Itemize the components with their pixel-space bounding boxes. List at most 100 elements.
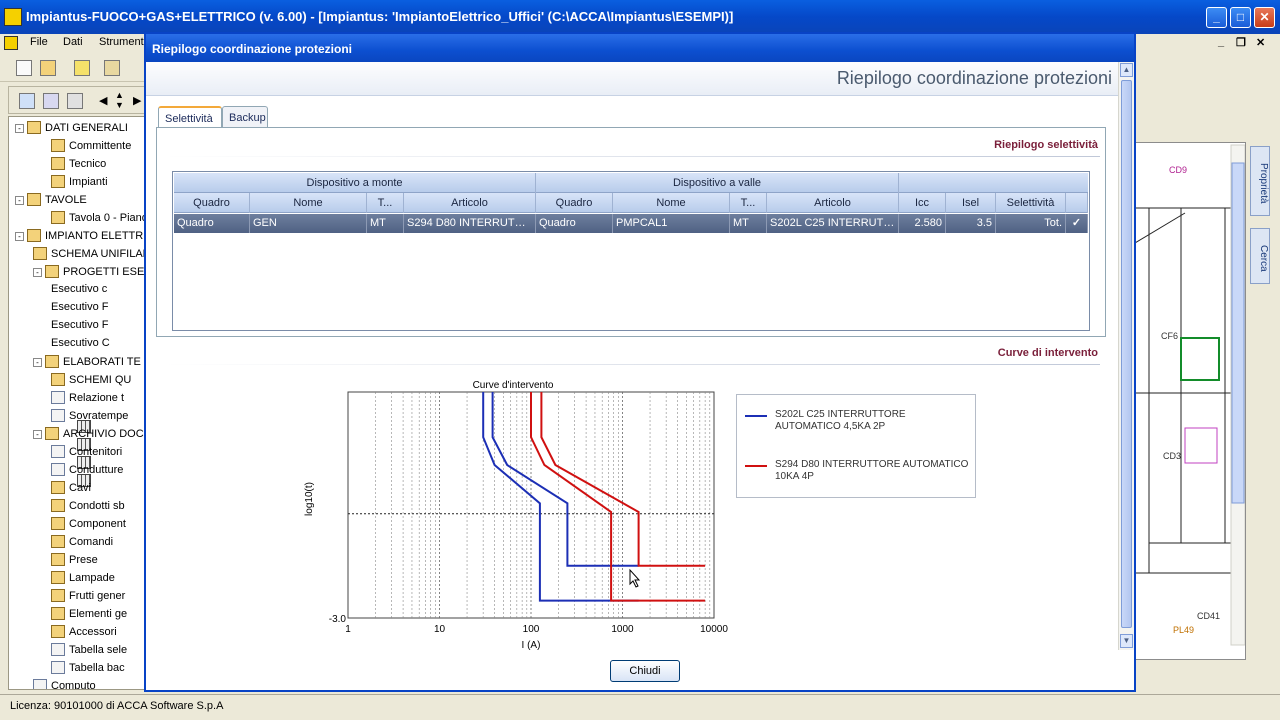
dialog-titlebar[interactable]: Riepilogo coordinazione protezioni	[146, 34, 1134, 62]
tab-selettivita[interactable]: Selettività	[158, 106, 222, 129]
trip-curve-svg: Curve d'intervento 1 10 100 1000 10000 -3.0 I (…	[304, 380, 728, 651]
tab-cerca[interactable]: Cerca	[1250, 228, 1270, 284]
mdi-restore-button[interactable]: ❐	[1236, 37, 1246, 49]
tree-item[interactable]: Tabella bac	[51, 661, 125, 679]
tree-item[interactable]: Frutti gener	[51, 589, 125, 607]
new-icon[interactable]	[16, 60, 32, 76]
tree-item[interactable]: - IMPIANTO ELETTRICO	[15, 229, 147, 247]
tree-item[interactable]: Esecutivo F	[51, 301, 108, 451]
column-header[interactable]	[1066, 193, 1088, 213]
tree-item[interactable]: Impianti	[51, 175, 108, 193]
maximize-button[interactable]: □	[1230, 7, 1251, 28]
up-down-arrow-icon[interactable]: ▲ ▼	[115, 90, 124, 110]
column-header[interactable]: Nome	[613, 193, 730, 213]
tree-item-label: Comandi	[69, 536, 114, 548]
mdi-close-button[interactable]: ✕	[1256, 37, 1266, 49]
tree-item[interactable]: Elementi ge	[51, 607, 127, 625]
tree-item[interactable]: Condutture	[51, 463, 123, 481]
component-icon	[51, 589, 65, 602]
column-header[interactable]: Articolo	[404, 193, 536, 213]
tree-item-label: DATI GENERALI	[45, 122, 128, 134]
tree-item[interactable]: SCHEMI QU	[51, 373, 131, 391]
close-button[interactable]: ✕	[1254, 7, 1275, 28]
menu-dati[interactable]: Dati	[63, 36, 83, 48]
tree-expander-icon[interactable]: -	[15, 232, 24, 241]
tree-expander-icon[interactable]: -	[33, 268, 42, 277]
tab-backup[interactable]: Backup	[222, 106, 268, 128]
close-dialog-button[interactable]: Chiudi	[610, 660, 680, 682]
x-axis-label: I (A)	[522, 640, 541, 651]
tree-item[interactable]: Relazione t	[51, 391, 124, 409]
tree-item[interactable]: SCHEMA UNIFILARE	[33, 247, 147, 265]
prev-arrow-icon[interactable]: ◀	[99, 95, 108, 107]
column-header[interactable]: T...	[730, 193, 767, 213]
column-header[interactable]: Articolo	[767, 193, 899, 213]
tree-item[interactable]: Esecutivo C	[51, 337, 110, 487]
tree-expander-icon[interactable]: -	[33, 358, 42, 367]
tab-proprieta[interactable]: Proprietà	[1250, 146, 1270, 216]
scroll-thumb[interactable]	[1121, 80, 1132, 628]
tree-item[interactable]: Prese	[51, 553, 98, 571]
tree-item[interactable]: Component	[51, 517, 126, 535]
tree-item[interactable]: Tecnico	[51, 157, 106, 175]
next-arrow-icon[interactable]: ▶	[133, 95, 142, 107]
tree-item-label: Impianti	[69, 176, 108, 188]
table-cell: GEN	[250, 214, 367, 233]
menu-strumenti[interactable]: Strumenti	[99, 36, 147, 48]
tree-item[interactable]: Esecutivo c	[51, 283, 107, 433]
tree-item[interactable]: Condotti sb	[51, 499, 125, 517]
list-icon[interactable]	[74, 60, 90, 76]
tree-item[interactable]: Cavi	[51, 481, 91, 499]
open-folder-icon[interactable]	[40, 60, 56, 76]
person-icon	[51, 175, 65, 188]
column-header[interactable]: T...	[367, 193, 404, 213]
expand-icon[interactable]	[19, 93, 35, 109]
clipboard-icon[interactable]	[67, 93, 83, 109]
tree-item[interactable]: Contenitori	[51, 445, 122, 463]
tree-expander-icon[interactable]: -	[15, 124, 24, 133]
column-header[interactable]: Nome	[250, 193, 367, 213]
tree-item[interactable]: Tabella sele	[51, 643, 127, 661]
menu-file[interactable]: File	[30, 36, 48, 48]
folder-icon	[45, 265, 59, 278]
status-bar: Licenza: 90101000 di ACCA Software S.p.A	[0, 694, 1280, 720]
tree-expander-icon[interactable]: -	[33, 430, 42, 439]
tree-item[interactable]: - PROGETTI ESECUTIVI	[33, 265, 147, 283]
tree-item[interactable]: Committente	[51, 139, 131, 157]
tree-item[interactable]: - ARCHIVIO DOC	[33, 427, 144, 445]
tree-item-label: Lampade	[69, 572, 115, 584]
column-header[interactable]: Selettività	[996, 193, 1066, 213]
drawing-canvas[interactable]: CD9 CF6 CD3 CD41 PL49	[1134, 142, 1246, 660]
column-header[interactable]: Isel	[946, 193, 996, 213]
column-header[interactable]: Quadro	[174, 193, 250, 213]
dialog-scrollbar[interactable]: ▲ ▼	[1118, 62, 1134, 650]
table-cell: S202L C25 INTERRUTTORE AUTOMATICO 4,5KA …	[767, 214, 899, 233]
tree-item-label: Tavola 0 - Piano	[69, 212, 148, 224]
tree-item[interactable]: Esecutivo F	[51, 319, 108, 469]
scroll-up-icon[interactable]: ▲	[1120, 63, 1133, 77]
minimize-button[interactable]: _	[1206, 7, 1227, 28]
component-icon	[51, 607, 65, 620]
column-header[interactable]: Icc	[899, 193, 946, 213]
mdi-minimize-button[interactable]: _	[1218, 36, 1225, 48]
selectivity-grid[interactable]: Dispositivo a monte Dispositivo a valle …	[172, 171, 1090, 331]
tree-item[interactable]: Tavola 0 - Piano	[51, 211, 148, 229]
y-tick-label: -3.0	[329, 614, 347, 625]
trip-curve-chart: Curve d'intervento 1 10 100 1000 10000 -3.0 I (…	[296, 374, 736, 654]
tree-item[interactable]: Sovratempe	[51, 409, 128, 427]
tree-item[interactable]: - TAVOLE	[15, 193, 87, 211]
app-titlebar: Impiantus-FUOCO+GAS+ELETTRICO (v. 6.00) …	[0, 0, 1280, 34]
tree-item[interactable]: - DATI GENERALI	[15, 121, 128, 139]
tree-item[interactable]: Comandi	[51, 535, 113, 553]
tree-expander-icon[interactable]: -	[15, 196, 24, 205]
lock-icon[interactable]	[104, 60, 120, 76]
tree-item[interactable]: - ELABORATI TE	[33, 355, 141, 373]
layers-icon[interactable]	[43, 93, 59, 109]
tree-item[interactable]: Lampade	[51, 571, 115, 589]
scroll-down-icon[interactable]: ▼	[1120, 634, 1133, 648]
tree-item[interactable]: Computo	[33, 679, 96, 689]
socket-icon	[51, 553, 65, 566]
column-header[interactable]: Quadro	[536, 193, 613, 213]
tree-item[interactable]: Accessori	[51, 625, 117, 643]
